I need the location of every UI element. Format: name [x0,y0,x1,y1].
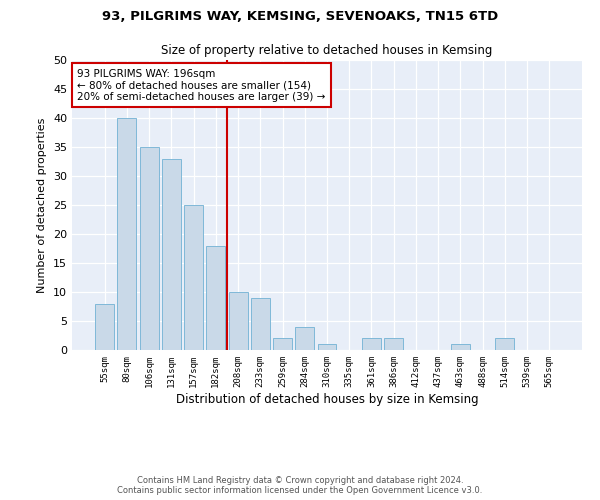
Bar [273,338,292,350]
Y-axis label: Number of detached properties: Number of detached properties [37,118,47,292]
Bar [95,304,114,350]
Bar [251,298,270,350]
Text: Contains HM Land Registry data © Crown copyright and database right 2024.
Contai: Contains HM Land Registry data © Crown c… [118,476,482,495]
Bar [295,327,314,350]
Bar [206,246,225,350]
Bar [184,205,203,350]
Bar [496,338,514,350]
X-axis label: Distribution of detached houses by size in Kemsing: Distribution of detached houses by size … [176,392,478,406]
Text: 93 PILGRIMS WAY: 196sqm
← 80% of detached houses are smaller (154)
20% of semi-d: 93 PILGRIMS WAY: 196sqm ← 80% of detache… [77,68,325,102]
Bar [317,344,337,350]
Bar [362,338,381,350]
Bar [384,338,403,350]
Bar [162,158,181,350]
Bar [118,118,136,350]
Bar [451,344,470,350]
Text: 93, PILGRIMS WAY, KEMSING, SEVENOAKS, TN15 6TD: 93, PILGRIMS WAY, KEMSING, SEVENOAKS, TN… [102,10,498,23]
Bar [140,147,158,350]
Title: Size of property relative to detached houses in Kemsing: Size of property relative to detached ho… [161,44,493,58]
Bar [229,292,248,350]
